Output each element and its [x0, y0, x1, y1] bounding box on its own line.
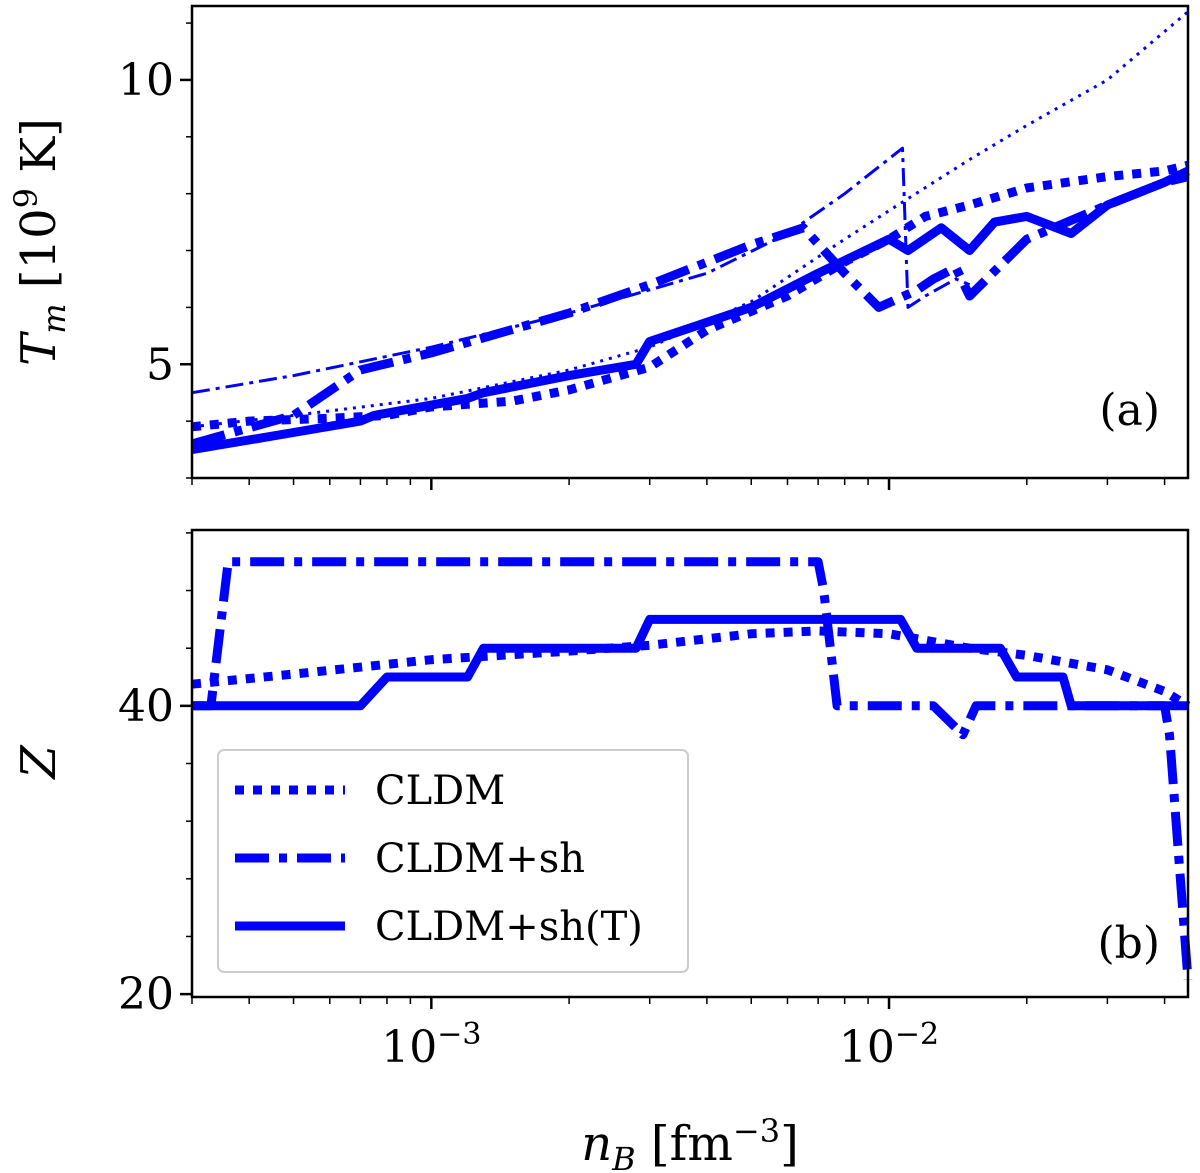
series-a-thin-dotted-3: [191, 10, 1189, 429]
series-b-dotted-0: [191, 626, 1191, 710]
y-ticks-a: 5 10: [118, 22, 192, 479]
y-axis-label-b: Z: [11, 744, 67, 781]
series-layer-b: [191, 557, 1193, 981]
series-a-thin-dashdot-2: [191, 146, 971, 395]
series-a-dotted-0: [191, 160, 1190, 432]
x-ticks-a: [191, 478, 1166, 490]
panel-tag-b: (b): [1098, 918, 1161, 969]
x-axis-label: nB [fm−3]: [581, 1112, 799, 1173]
panel-a: 5 10 (a) Tm [109 K]: [7, 4, 1190, 490]
y-axis-label-a: Tm [109 K]: [7, 118, 73, 366]
series-b-solid-2: [192, 614, 1188, 711]
series-a-solid-4: [191, 166, 1190, 455]
legend-label-cldm: CLDM: [375, 768, 505, 814]
legend-label-cldm-sh: CLDM+sh: [375, 836, 585, 882]
series-a-dashdot-1: [190, 172, 1190, 449]
y-tick-label-b-0: 20: [118, 969, 174, 1020]
legend: CLDM CLDM+sh CLDM+sh(T): [217, 749, 689, 973]
x-tick-label-1: 10−2: [839, 1017, 939, 1073]
panel-tag-a: (a): [1099, 385, 1160, 436]
x-ticks-b: 10−3 10−2: [191, 997, 1166, 1073]
x-tick-label-0: 10−3: [381, 1017, 481, 1073]
y-tick-label-a-1: 10: [118, 55, 174, 106]
series-layer-a: [190, 10, 1190, 455]
axes-frame-a: [190, 4, 1190, 480]
legend-box: [217, 749, 689, 973]
legend-label-cldm-sh-t: CLDM+sh(T): [375, 904, 643, 950]
y-tick-label-a-0: 5: [146, 339, 174, 390]
y-tick-label-b-1: 40: [118, 681, 174, 732]
